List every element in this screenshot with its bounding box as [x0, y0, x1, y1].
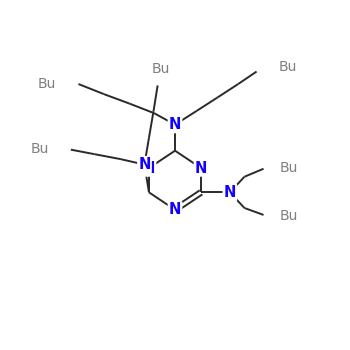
Text: Bu: Bu [31, 142, 49, 156]
Text: N: N [195, 161, 207, 176]
Text: Bu: Bu [279, 209, 298, 223]
Text: N: N [138, 157, 150, 172]
Text: N: N [169, 117, 181, 132]
Text: Bu: Bu [279, 161, 298, 175]
Text: N: N [224, 185, 236, 200]
Text: Bu: Bu [279, 60, 297, 74]
Text: N: N [143, 161, 155, 176]
Text: Bu: Bu [38, 77, 56, 91]
Text: N: N [169, 202, 181, 217]
Text: Bu: Bu [151, 62, 170, 76]
